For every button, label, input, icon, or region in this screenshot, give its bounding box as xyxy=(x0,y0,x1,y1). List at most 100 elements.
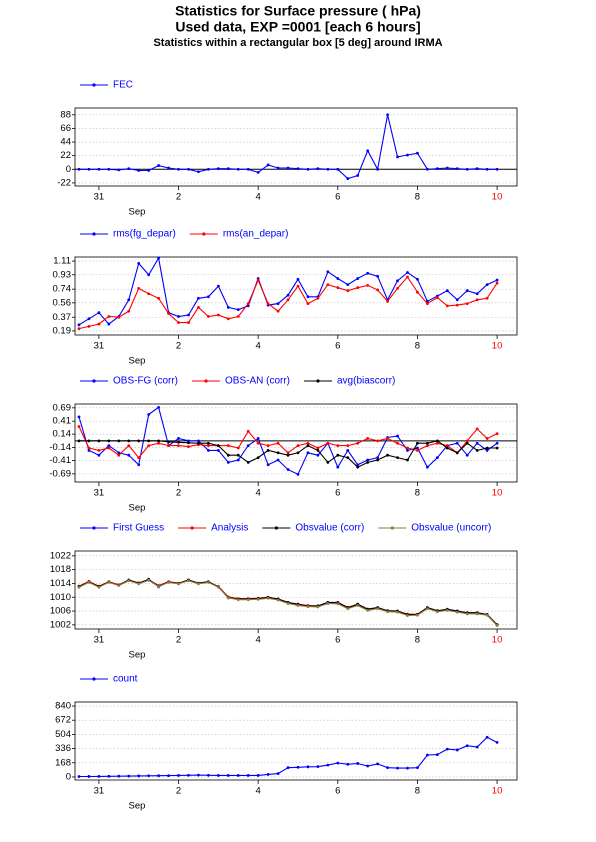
data-point xyxy=(147,169,151,172)
legend-label: First Guess xyxy=(113,523,164,534)
data-point xyxy=(256,456,260,459)
data-point xyxy=(306,295,310,299)
y-tick-label: 22 xyxy=(60,150,71,161)
data-point xyxy=(406,766,409,770)
legend-label: FEC xyxy=(113,80,133,91)
data-point xyxy=(236,167,240,171)
y-tick-label: 0 xyxy=(66,771,71,782)
x-axis-label: Sep xyxy=(129,356,146,367)
data-point xyxy=(406,153,409,157)
data-point xyxy=(276,458,280,462)
data-point xyxy=(336,465,340,469)
data-point xyxy=(475,298,479,302)
data-point xyxy=(216,167,220,171)
data-point xyxy=(485,437,489,440)
data-point xyxy=(266,596,270,600)
data-point xyxy=(495,432,499,436)
data-point xyxy=(276,441,280,445)
data-point xyxy=(187,441,190,445)
data-point xyxy=(226,596,230,600)
data-point xyxy=(286,451,290,455)
data-point xyxy=(127,439,131,443)
data-point xyxy=(445,444,449,448)
data-point xyxy=(107,439,111,443)
data-point xyxy=(465,302,469,305)
data-point xyxy=(485,283,489,287)
data-point xyxy=(485,613,489,617)
data-point xyxy=(426,302,429,305)
x-tick-label: 31 xyxy=(94,341,105,352)
data-point xyxy=(236,774,240,777)
data-point xyxy=(276,598,280,602)
x-tick-label: 10 xyxy=(492,192,503,203)
data-point xyxy=(256,278,260,282)
data-point xyxy=(326,602,330,605)
plot-frame xyxy=(74,256,518,336)
data-point xyxy=(167,774,170,778)
data-point xyxy=(206,315,210,318)
data-point xyxy=(346,177,350,180)
data-point xyxy=(276,451,280,455)
data-point xyxy=(177,582,180,586)
data-point xyxy=(266,463,270,467)
data-point xyxy=(416,290,419,294)
page-caption: Statistics within a rectangular box [5 d… xyxy=(153,37,442,49)
data-point xyxy=(326,167,330,171)
data-point xyxy=(157,296,161,300)
data-point xyxy=(226,774,230,777)
data-point xyxy=(177,440,180,444)
legend-label: rms(an_depar) xyxy=(223,229,289,240)
data-point xyxy=(77,439,81,443)
data-point xyxy=(107,167,111,171)
legend-label: OBS-AN (corr) xyxy=(225,376,290,387)
y-tick-label: 1018 xyxy=(50,564,71,575)
legend-label: rms(fg_depar) xyxy=(113,229,176,240)
data-point xyxy=(236,598,240,602)
data-point xyxy=(137,582,141,586)
y-tick-label: -0.41 xyxy=(49,455,71,466)
data-point xyxy=(376,762,380,766)
data-point xyxy=(396,766,399,770)
data-point xyxy=(117,439,121,443)
y-tick-label: 1002 xyxy=(50,619,71,630)
data-point xyxy=(286,166,290,170)
data-point xyxy=(296,444,300,448)
data-point xyxy=(465,289,469,293)
data-point xyxy=(137,439,141,443)
data-point xyxy=(346,449,350,452)
plot-frame xyxy=(74,403,518,483)
data-point xyxy=(465,441,469,445)
y-tick-label: 0 xyxy=(66,164,71,175)
data-point xyxy=(475,167,479,171)
data-point xyxy=(206,773,210,777)
data-point xyxy=(416,446,419,450)
data-point xyxy=(326,283,330,287)
data-point xyxy=(465,453,469,457)
data-point xyxy=(416,441,419,445)
data-point xyxy=(197,170,200,174)
data-point xyxy=(177,444,180,448)
data-point xyxy=(416,151,419,155)
data-point xyxy=(167,440,170,444)
data-point xyxy=(187,445,190,448)
data-point xyxy=(107,322,111,326)
data-point xyxy=(87,581,91,584)
data-point xyxy=(276,166,280,170)
data-point xyxy=(396,155,399,159)
legend-marker xyxy=(92,83,96,87)
data-point xyxy=(226,460,230,464)
data-point xyxy=(87,167,91,171)
data-point xyxy=(336,286,340,290)
data-point xyxy=(346,762,350,766)
data-point xyxy=(326,763,330,767)
data-point xyxy=(326,270,330,274)
x-tick-label: 2 xyxy=(176,192,181,203)
data-point xyxy=(246,444,250,448)
data-point xyxy=(455,303,459,307)
legend-label: count xyxy=(113,674,138,685)
data-point xyxy=(296,451,300,455)
data-point xyxy=(495,167,499,171)
data-point xyxy=(117,168,121,172)
data-point xyxy=(426,465,429,469)
y-tick-label: 88 xyxy=(60,109,71,120)
